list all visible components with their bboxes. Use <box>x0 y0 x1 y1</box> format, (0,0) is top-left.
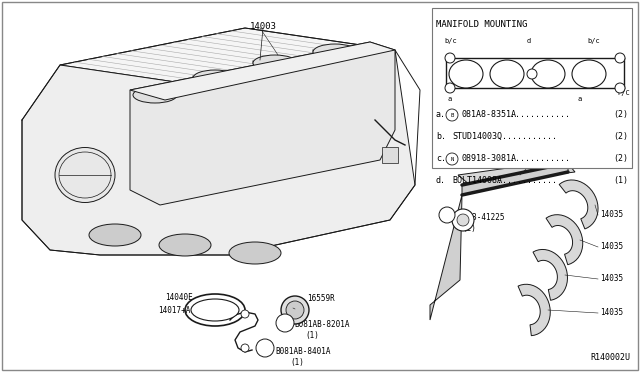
Ellipse shape <box>159 234 211 256</box>
Text: ............: ............ <box>511 154 570 163</box>
Ellipse shape <box>449 60 483 88</box>
Ellipse shape <box>531 60 565 88</box>
Circle shape <box>445 83 455 93</box>
Text: d.: d. <box>436 176 446 185</box>
Text: R140002U: R140002U <box>590 353 630 362</box>
Text: c.: c. <box>436 154 446 163</box>
Ellipse shape <box>89 224 141 246</box>
Text: ............: ............ <box>497 176 557 185</box>
Circle shape <box>446 153 458 165</box>
Text: (2): (2) <box>613 110 628 119</box>
Text: 14035: 14035 <box>600 274 623 283</box>
Circle shape <box>286 301 304 319</box>
Text: S08313-41225: S08313-41225 <box>450 213 506 222</box>
Circle shape <box>281 296 309 324</box>
Text: 14035: 14035 <box>600 242 623 251</box>
Polygon shape <box>533 250 568 300</box>
Text: 081A8-8351A: 081A8-8351A <box>461 110 516 119</box>
Ellipse shape <box>191 299 239 321</box>
Polygon shape <box>518 284 550 336</box>
Circle shape <box>241 310 249 318</box>
Text: (1): (1) <box>305 331 319 340</box>
Circle shape <box>241 344 249 352</box>
Circle shape <box>439 207 455 223</box>
Text: (1): (1) <box>290 358 304 367</box>
Text: 08918-3081A: 08918-3081A <box>461 154 516 163</box>
Polygon shape <box>60 28 395 90</box>
Ellipse shape <box>490 60 524 88</box>
Text: 14040E: 14040E <box>165 293 193 302</box>
Text: ............: ............ <box>511 110 570 119</box>
Ellipse shape <box>229 242 281 264</box>
Text: d: d <box>527 38 531 44</box>
Text: S: S <box>445 212 449 218</box>
Circle shape <box>446 109 458 121</box>
Circle shape <box>615 53 625 63</box>
Circle shape <box>445 53 455 63</box>
Ellipse shape <box>55 148 115 202</box>
Ellipse shape <box>133 87 177 103</box>
Text: B081AB-8401A: B081AB-8401A <box>275 347 330 356</box>
Circle shape <box>615 83 625 93</box>
Polygon shape <box>462 163 568 195</box>
Text: BOLT14008A: BOLT14008A <box>452 176 502 185</box>
Text: B: B <box>263 345 267 351</box>
Text: 14035: 14035 <box>600 210 623 219</box>
Text: b.: b. <box>436 132 446 141</box>
Circle shape <box>276 314 294 332</box>
Ellipse shape <box>313 44 357 60</box>
Text: P/C: P/C <box>617 90 630 96</box>
Text: (2): (2) <box>462 224 476 233</box>
Text: a: a <box>578 96 582 102</box>
Circle shape <box>452 209 474 231</box>
Polygon shape <box>546 215 582 265</box>
Text: B081AB-8201A: B081AB-8201A <box>294 320 349 329</box>
Text: a.: a. <box>436 110 446 119</box>
Text: N: N <box>82 170 88 180</box>
Text: b/c: b/c <box>444 38 457 44</box>
Text: (2): (2) <box>613 154 628 163</box>
Circle shape <box>527 69 537 79</box>
Text: STUD14003Q: STUD14003Q <box>452 132 502 141</box>
Polygon shape <box>430 195 462 320</box>
Text: B: B <box>283 320 287 326</box>
Text: b/c: b/c <box>587 38 600 44</box>
Text: 14017+A: 14017+A <box>158 306 190 315</box>
Text: (1): (1) <box>613 176 628 185</box>
Ellipse shape <box>253 55 297 71</box>
Polygon shape <box>458 160 575 185</box>
Polygon shape <box>130 42 395 100</box>
Circle shape <box>457 214 469 226</box>
Bar <box>432 8 632 168</box>
Text: 16559R: 16559R <box>307 294 335 303</box>
Circle shape <box>256 339 274 357</box>
Text: 14017: 14017 <box>530 157 553 166</box>
Ellipse shape <box>572 60 606 88</box>
Polygon shape <box>559 180 598 229</box>
Polygon shape <box>130 42 395 205</box>
Text: 14003: 14003 <box>250 22 276 31</box>
Text: 14035: 14035 <box>600 308 623 317</box>
Text: B: B <box>451 112 454 118</box>
Text: N: N <box>451 157 454 161</box>
Polygon shape <box>22 50 415 255</box>
Text: (2): (2) <box>613 132 628 141</box>
Ellipse shape <box>193 70 237 86</box>
Text: ............: ............ <box>497 132 557 141</box>
Bar <box>382 147 398 163</box>
Text: MANIFOLD MOUNTING: MANIFOLD MOUNTING <box>436 20 527 29</box>
Text: a: a <box>448 96 452 102</box>
